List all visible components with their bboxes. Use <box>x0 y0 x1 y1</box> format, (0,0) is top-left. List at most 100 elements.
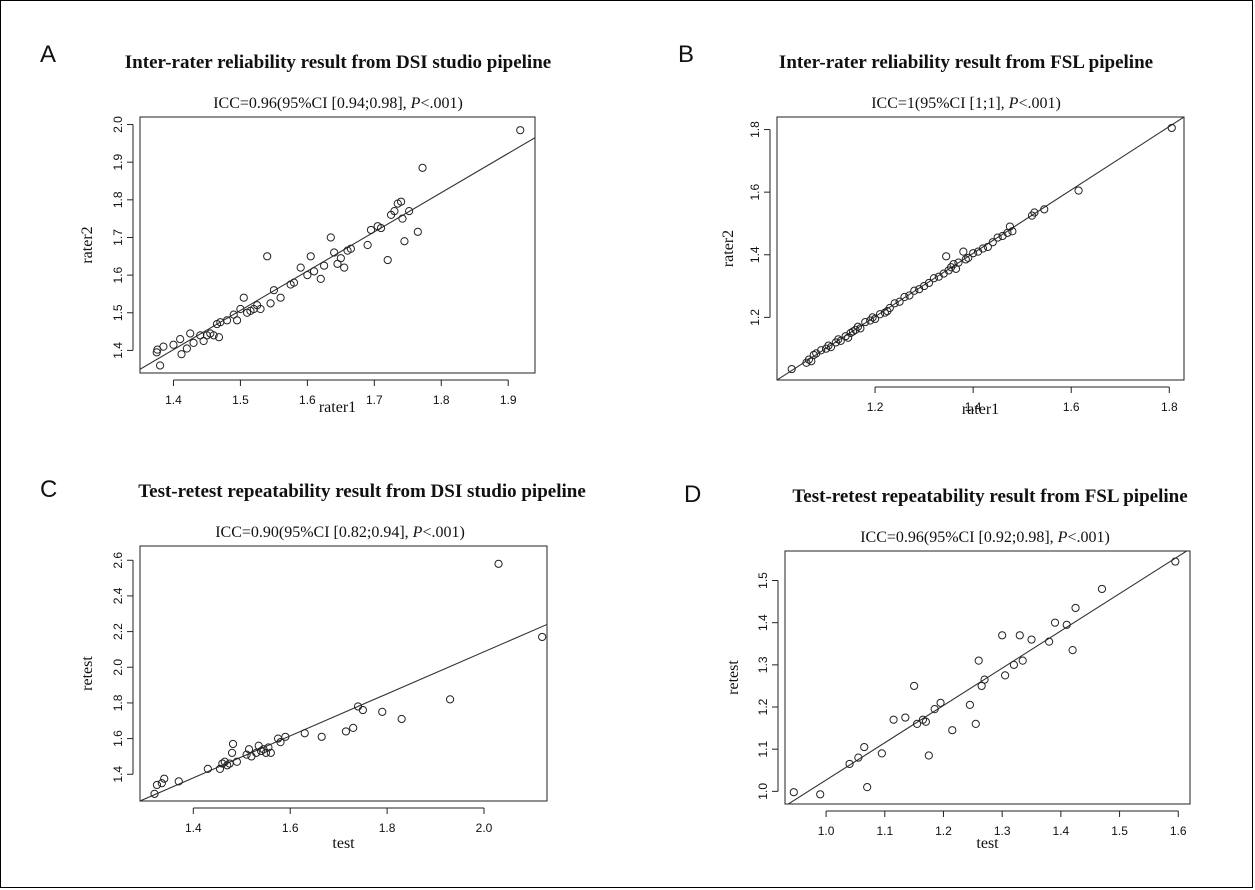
data-point <box>186 329 195 338</box>
data-point <box>346 244 355 253</box>
regression-line-c <box>140 623 547 801</box>
data-point <box>910 286 919 295</box>
data-point <box>988 238 997 247</box>
data-point <box>845 759 854 769</box>
icc-text-b: ICC=1(95%CI [1;1], P<.001) <box>871 95 1061 112</box>
data-point <box>227 748 237 757</box>
data-point <box>239 293 248 302</box>
plot-box-b <box>776 116 1185 381</box>
data-point <box>853 322 863 331</box>
data-point <box>834 335 843 344</box>
x-tick-label: 1.8 <box>379 821 396 835</box>
data-point <box>980 675 989 684</box>
data-point <box>266 748 275 757</box>
y-tick-label: 1.6 <box>748 183 762 200</box>
data-point <box>276 293 285 302</box>
x-tick-label: 1.4 <box>1053 824 1070 838</box>
data-point <box>880 308 889 317</box>
data-point <box>948 726 957 735</box>
data-point <box>921 717 930 726</box>
data-point <box>341 727 351 736</box>
data-point <box>223 761 232 770</box>
data-point <box>936 698 945 707</box>
data-point <box>261 748 271 757</box>
data-point <box>155 361 165 370</box>
data-point <box>1068 645 1077 655</box>
data-point <box>366 225 376 235</box>
data-point <box>930 705 939 714</box>
data-point <box>257 746 266 756</box>
data-point <box>978 244 988 253</box>
data-point <box>856 324 865 333</box>
x-tick-label: 1.6 <box>282 821 299 835</box>
x-tick-label: 1.4 <box>965 400 982 414</box>
icc-text-d: ICC=0.96(95%CI [0.92;0.98], P<.001) <box>860 529 1110 546</box>
panel-title-b: Inter-rater reliability result from FSL … <box>779 52 1153 73</box>
y-tick-label: 2.4 <box>111 587 125 604</box>
data-point <box>303 271 312 280</box>
data-point <box>232 316 242 325</box>
data-point <box>924 751 933 760</box>
data-point <box>993 233 1002 242</box>
x-tick-label: 1.1 <box>876 824 893 838</box>
data-point <box>296 263 305 272</box>
data-point <box>316 274 325 283</box>
data-point <box>929 274 939 283</box>
data-point <box>222 316 232 325</box>
x-tick-label: 1.4 <box>165 393 182 407</box>
y-tick-label: 1.2 <box>748 309 762 326</box>
data-point <box>215 764 225 774</box>
data-point <box>1097 584 1107 594</box>
data-point <box>363 240 372 250</box>
data-point <box>816 790 825 799</box>
data-point <box>349 723 358 732</box>
y-axis-label-d: retest <box>725 660 742 695</box>
x-tick-label: 1.4 <box>185 821 202 835</box>
data-point <box>317 732 326 741</box>
data-point <box>1027 635 1036 644</box>
x-tick-label: 1.3 <box>994 824 1011 838</box>
data-point <box>875 310 885 319</box>
y-tick-label: 1.6 <box>111 266 125 283</box>
y-tick-label: 1.9 <box>111 154 125 171</box>
x-tick-label: 1.5 <box>1111 824 1128 838</box>
data-point <box>1074 186 1083 195</box>
data-point <box>1071 603 1080 613</box>
data-point <box>340 263 349 272</box>
data-point <box>400 237 409 246</box>
data-point <box>209 331 218 340</box>
data-point <box>397 714 406 724</box>
data-point <box>1009 660 1019 669</box>
plot-box-d <box>784 550 1191 805</box>
scatter-plot-b: 1.2 1.4 1.6 1.8 1.2 1.4 1.6 1.8 rater1 rater2 <box>720 116 1185 418</box>
x-tick-label: 1.8 <box>433 393 450 407</box>
data-point <box>169 340 178 349</box>
plot-box-c <box>139 545 548 802</box>
data-point <box>861 317 870 327</box>
data-point <box>214 333 224 342</box>
data-point <box>1045 637 1054 646</box>
data-point <box>905 291 914 300</box>
data-point <box>281 732 290 741</box>
data-point <box>336 254 345 263</box>
data-point <box>870 314 880 324</box>
data-point <box>263 252 272 261</box>
data-point <box>1008 227 1017 236</box>
data-point <box>516 126 525 135</box>
x-tick-label: 1.6 <box>1063 400 1080 414</box>
scatter-plot-c: 1.4 1.6 1.8 2.0 1.4 1.6 1.8 2.0 2.2 2.4 2.6 test ret… <box>79 545 548 852</box>
data-point <box>971 719 980 728</box>
data-point <box>160 774 169 783</box>
data-point <box>942 252 951 261</box>
data-point <box>844 333 853 342</box>
data-point <box>949 260 958 269</box>
y-tick-label: 2.6 <box>111 552 125 569</box>
data-point <box>817 346 826 355</box>
data-point <box>177 350 186 359</box>
data-point <box>983 242 992 252</box>
x-axis-label-a: rater1 <box>319 399 356 416</box>
x-tick-label: 1.2 <box>867 400 884 414</box>
data-point <box>247 752 256 761</box>
y-tick-label: 1.5 <box>756 572 770 589</box>
data-point <box>228 739 238 749</box>
